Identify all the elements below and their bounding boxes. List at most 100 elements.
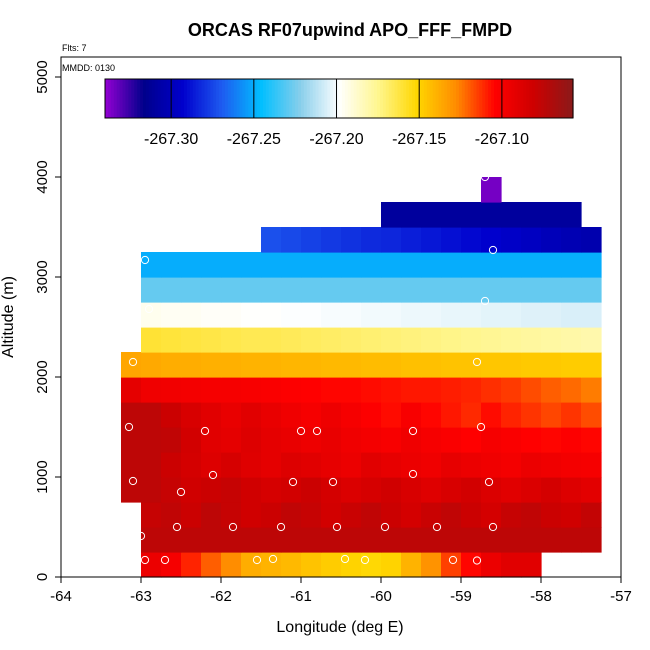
colorbar-segment <box>353 79 358 118</box>
heatmap-cell <box>581 302 602 328</box>
heatmap-cell <box>381 277 402 303</box>
heatmap-cell <box>441 377 462 403</box>
colorbar-segment <box>441 79 445 118</box>
heatmap-cell <box>401 452 422 478</box>
observation-point <box>172 522 182 532</box>
heatmap-cell <box>281 227 302 253</box>
colorbar-segment <box>125 79 129 118</box>
colorbar-segment <box>207 79 211 118</box>
colorbar-segment <box>567 79 571 118</box>
observation-point <box>296 426 306 436</box>
heatmap-cell <box>161 552 182 578</box>
colorbar-segment <box>245 79 249 118</box>
heatmap-cell <box>181 502 202 528</box>
colorbar-segment <box>227 79 232 118</box>
heatmap-cell <box>541 477 562 503</box>
heatmap-cell <box>521 252 542 278</box>
heatmap-cell <box>241 552 262 578</box>
colorbar-segment <box>382 79 387 118</box>
heatmap-cell <box>221 552 242 578</box>
colorbar-segment <box>154 79 159 118</box>
colorbar-segment <box>534 79 539 118</box>
heatmap-cell <box>201 452 222 478</box>
heatmap-cell <box>301 402 322 428</box>
colorbar-segment <box>333 79 337 118</box>
heatmap-cell <box>181 427 202 453</box>
heatmap-cell <box>541 527 562 553</box>
heatmap-cell <box>341 277 362 303</box>
colorbar-segment <box>166 79 170 118</box>
heatmap-cell <box>361 327 382 353</box>
heatmap-cell <box>481 552 502 578</box>
colorbar-segment <box>540 79 545 118</box>
heatmap-cell <box>281 277 302 303</box>
heatmap-cell <box>201 302 222 328</box>
colorbar-segment <box>262 79 267 118</box>
colorbar-segment <box>482 79 486 118</box>
heatmap-cell <box>521 552 542 578</box>
heatmap-cell <box>261 227 282 253</box>
heatmap-cell <box>421 502 442 528</box>
heatmap-cell <box>541 302 562 328</box>
heatmap-cell <box>261 377 282 403</box>
colorbar-segment <box>374 79 378 118</box>
heatmap-cell <box>241 402 262 428</box>
heatmap-cell <box>301 377 322 403</box>
heatmap-cell <box>461 452 482 478</box>
colorbar-segment <box>561 79 565 118</box>
heatmap-cell <box>181 252 202 278</box>
heatmap-cell <box>461 502 482 528</box>
colorbar-segment <box>400 79 404 118</box>
heatmap-cell <box>561 277 582 303</box>
colorbar-segment <box>186 79 191 118</box>
heatmap-cells <box>121 177 602 578</box>
colorbar-segment <box>341 79 346 118</box>
colorbar-segment <box>356 79 361 118</box>
observation-point <box>340 554 350 564</box>
heatmap-cell <box>361 527 382 553</box>
heatmap-cell <box>541 377 562 403</box>
heatmap-cell <box>281 527 302 553</box>
heatmap-cell <box>141 527 162 553</box>
heatmap-cell <box>161 302 182 328</box>
heatmap-cell <box>381 427 402 453</box>
x-tick-label: -60 <box>370 588 392 605</box>
colorbar-segment <box>432 79 437 118</box>
heatmap-cell <box>561 402 582 428</box>
colorbar-segment <box>230 79 235 118</box>
heatmap-cell <box>561 377 582 403</box>
heatmap-cell <box>581 277 602 303</box>
colorbar-segment <box>336 79 340 118</box>
colorbar-segment <box>219 79 223 118</box>
heatmap-cell <box>201 502 222 528</box>
x-axis: -64 -63 -62 -61 -60 -59 -58 -57 <box>50 577 632 605</box>
heatmap-cell <box>321 477 342 503</box>
heatmap-cell <box>461 227 482 253</box>
heatmap-cell <box>521 502 542 528</box>
heatmap-cell <box>361 302 382 328</box>
heatmap-cell <box>261 477 282 503</box>
heatmap-cell <box>261 352 282 378</box>
colorbar-segment <box>251 79 255 118</box>
heatmap-cell <box>441 302 462 328</box>
heatmap-cell <box>121 427 142 453</box>
heatmap-cell <box>381 527 402 553</box>
colorbar-segment <box>140 79 144 118</box>
heatmap-cell <box>421 302 442 328</box>
heatmap-cell <box>481 277 502 303</box>
colorbar-segment <box>546 79 551 118</box>
colorbar-segment <box>505 79 510 118</box>
colorbar-segment <box>426 79 431 118</box>
heatmap-cell <box>461 377 482 403</box>
heatmap-cell <box>221 502 242 528</box>
colorbar-segment <box>420 79 425 118</box>
colorbar-segment <box>148 79 153 118</box>
heatmap-cell <box>321 277 342 303</box>
heatmap-cell <box>381 452 402 478</box>
colorbar-segment <box>549 79 554 118</box>
heatmap-cell <box>561 477 582 503</box>
observation-point <box>472 357 482 367</box>
heatmap-cell <box>521 377 542 403</box>
colorbar-segment <box>435 79 440 118</box>
heatmap-cell <box>341 377 362 403</box>
